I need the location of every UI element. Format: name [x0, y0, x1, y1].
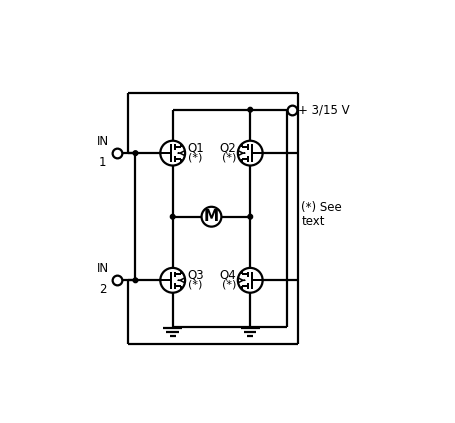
Circle shape	[248, 107, 253, 112]
Text: (*) See: (*) See	[301, 201, 342, 214]
Text: 2: 2	[99, 283, 106, 297]
Text: (*): (*)	[187, 153, 202, 163]
Circle shape	[133, 151, 138, 156]
Text: Q1: Q1	[187, 141, 204, 154]
Text: 1: 1	[99, 156, 106, 169]
Text: (*): (*)	[187, 280, 202, 290]
Text: M: M	[204, 209, 219, 224]
Text: Q3: Q3	[187, 268, 204, 281]
Text: (*): (*)	[222, 280, 236, 290]
Circle shape	[248, 214, 253, 219]
Text: IN: IN	[97, 262, 109, 275]
Text: (*): (*)	[222, 153, 236, 163]
Text: + 3/15 V: + 3/15 V	[298, 103, 350, 116]
Text: Q4: Q4	[219, 268, 236, 281]
Text: IN: IN	[97, 135, 109, 148]
Text: Q2: Q2	[219, 141, 236, 154]
Text: text: text	[301, 215, 325, 228]
Circle shape	[170, 214, 175, 219]
Circle shape	[133, 278, 138, 283]
